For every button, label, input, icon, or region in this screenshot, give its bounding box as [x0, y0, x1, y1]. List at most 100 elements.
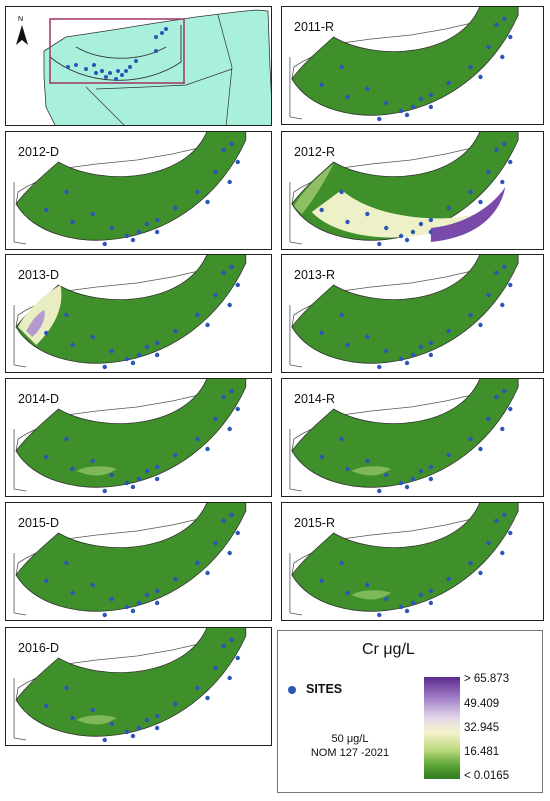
site-dot — [109, 472, 115, 478]
study-ring-outer — [49, 25, 182, 81]
site-dot — [213, 416, 218, 422]
legend-tick-0: > 65.873 — [464, 673, 510, 685]
site-dot — [64, 560, 69, 566]
legend-limit-value: 50 μg/L — [331, 733, 369, 745]
site-dot — [109, 721, 115, 727]
site-dot — [195, 436, 200, 442]
cr-concentration-band — [15, 132, 247, 241]
legend-tick-4: < 0.0165 — [464, 770, 510, 782]
site-dot — [494, 518, 499, 524]
site-dot — [377, 364, 382, 370]
site-dot — [90, 582, 95, 588]
panel-label: 2014-D — [18, 392, 59, 406]
site-dot — [468, 560, 473, 566]
site-dot — [213, 169, 218, 175]
site-dot — [229, 512, 234, 518]
site-dot — [221, 518, 226, 524]
site-dot — [339, 312, 344, 318]
locator-site-dot — [160, 31, 164, 35]
site-dot — [124, 604, 130, 610]
map-svg — [13, 132, 247, 247]
site-dot — [508, 34, 513, 40]
site-dot — [221, 394, 226, 400]
site-dot — [70, 342, 75, 348]
site-dot — [446, 576, 451, 582]
site-dot — [486, 292, 491, 298]
site-dot — [64, 685, 69, 691]
site-dot — [377, 116, 382, 122]
site-dot — [195, 189, 200, 195]
site-dot — [44, 578, 49, 584]
north-arrow-icon — [16, 25, 28, 45]
site-dot — [213, 665, 218, 671]
legend-title: Cr μg/L — [362, 641, 415, 658]
site-dot — [227, 550, 232, 556]
cr-concentration-band — [291, 7, 519, 116]
site-dot — [205, 446, 210, 452]
site-dot — [428, 464, 434, 470]
locator-site-dots — [66, 27, 168, 81]
site-dot — [500, 179, 505, 185]
site-dot — [44, 703, 49, 709]
locator-svg — [43, 9, 271, 125]
yucatan-land — [43, 9, 271, 125]
site-dot — [468, 436, 473, 442]
locator-site-dot — [124, 69, 128, 73]
site-dot — [205, 570, 210, 576]
site-dot — [494, 270, 499, 276]
site-dot — [428, 476, 434, 482]
locator-site-dot — [104, 75, 108, 79]
panel-label: 2011-R — [294, 20, 335, 34]
site-dot — [319, 207, 324, 213]
locator-site-dot — [134, 59, 138, 63]
site-dot — [502, 512, 507, 518]
site-dot — [173, 328, 178, 334]
map-panel-2011-R: 2011-R — [281, 6, 544, 125]
site-dot — [227, 179, 232, 185]
site-dot — [70, 590, 75, 596]
site-dot — [478, 322, 483, 328]
site-dot — [384, 472, 389, 478]
map-svg — [289, 379, 519, 494]
legend-sites-label: SITES — [306, 682, 343, 696]
site-dot — [90, 211, 95, 217]
site-dot — [144, 221, 150, 227]
site-dot — [502, 388, 507, 394]
site-dot — [486, 44, 491, 50]
low-concentration-zone — [293, 164, 334, 214]
site-dot — [154, 725, 160, 731]
site-dot — [319, 330, 324, 336]
site-dot — [124, 233, 130, 239]
site-dot — [365, 458, 370, 464]
site-dot — [508, 159, 513, 165]
site-dot — [64, 312, 69, 318]
site-dot — [365, 211, 370, 217]
site-dot — [428, 229, 434, 235]
site-dot — [339, 189, 344, 195]
locator-site-dot — [154, 49, 158, 53]
map-panel-2015-D: 2015-D — [5, 502, 272, 621]
site-dot — [319, 82, 324, 88]
map-svg — [13, 503, 247, 618]
panel-label: 2012-D — [18, 145, 59, 159]
site-dot — [428, 352, 434, 358]
site-dot — [154, 352, 160, 358]
site-dot — [173, 701, 178, 707]
site-dot — [428, 600, 434, 606]
locator-site-dot — [128, 65, 132, 69]
site-dot — [398, 356, 404, 362]
cr-concentration-band — [291, 255, 519, 364]
site-dot — [478, 446, 483, 452]
panel-label: 2016-D — [18, 641, 59, 655]
site-dot — [154, 600, 160, 606]
site-dot — [398, 108, 404, 114]
site-dot — [173, 576, 178, 582]
legend: Cr μg/L SITES 50 μg/L NOM 127 -2021 > 65… — [277, 630, 543, 793]
map-panel-2015-R: 2015-R — [281, 502, 544, 621]
map-panel-2016-D: 2016-D — [5, 627, 272, 746]
site-dot — [235, 530, 240, 536]
site-dot — [195, 312, 200, 318]
site-dot — [205, 199, 210, 205]
locator-site-dot — [92, 63, 96, 67]
low-concentration-zone — [351, 466, 392, 476]
